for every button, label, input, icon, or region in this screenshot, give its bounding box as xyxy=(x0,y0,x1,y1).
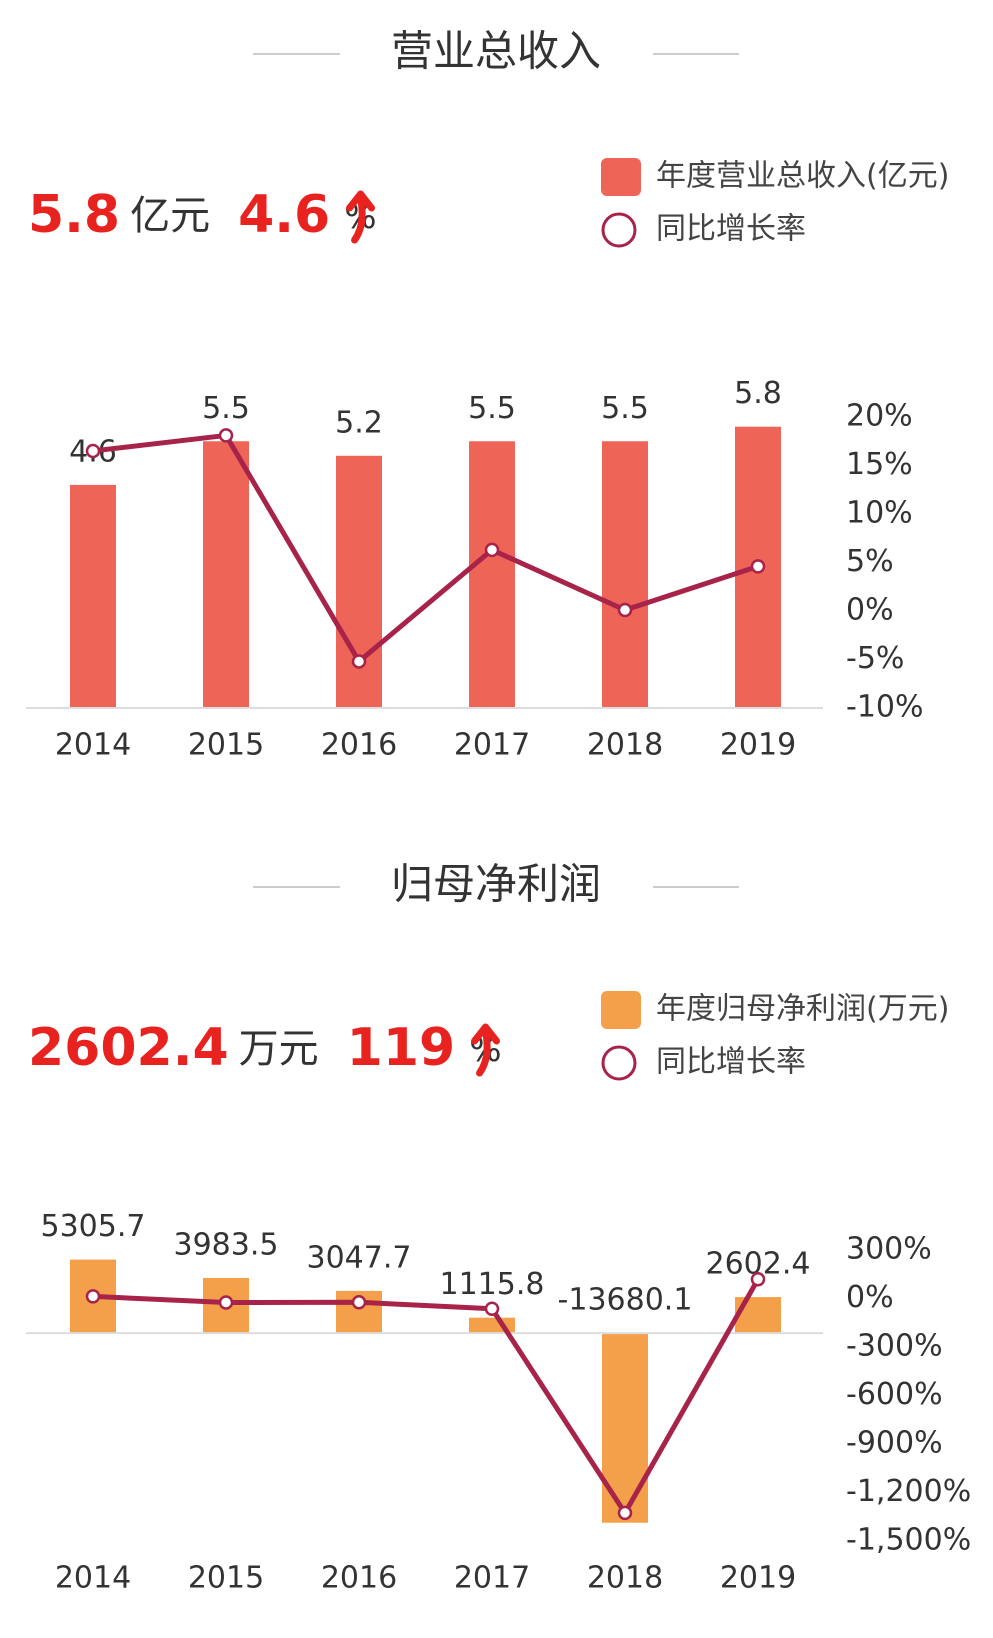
data-label: 3047.7 xyxy=(307,1240,412,1275)
x-tick-label: 2017 xyxy=(454,1561,530,1596)
data-label: 5305.7 xyxy=(41,1209,146,1244)
growth-point xyxy=(750,559,766,574)
bar xyxy=(70,484,116,708)
growth-line xyxy=(92,1278,761,1516)
bar xyxy=(203,441,249,708)
growth-point xyxy=(218,1295,234,1310)
x-tick-label: 2015 xyxy=(188,1561,264,1596)
legend-label: 同比增长率 xyxy=(656,212,806,247)
up-arrow xyxy=(346,190,376,244)
y2-tick-label: -1,200% xyxy=(846,1474,971,1509)
data-label: 3983.5 xyxy=(174,1227,279,1262)
y2-tick-label: 20% xyxy=(846,399,913,434)
data-label: 5.8 xyxy=(734,376,782,411)
section-title: 归母净利润 xyxy=(391,860,601,909)
y2-tick-label: 10% xyxy=(846,496,913,531)
headline-value: 5.8 xyxy=(28,185,120,245)
data-label: 5.2 xyxy=(335,405,383,440)
x-tick-label: 2017 xyxy=(454,728,530,763)
headline-growth: 119 xyxy=(347,1018,456,1078)
headline: 5.8 亿元 4.6% xyxy=(28,185,377,245)
x-tick-label: 2015 xyxy=(188,728,264,763)
bar xyxy=(602,1333,648,1523)
growth-point xyxy=(484,1301,500,1316)
bar xyxy=(602,441,648,708)
x-tick-label: 2018 xyxy=(587,728,663,763)
growth-point xyxy=(750,1272,766,1287)
growth-point xyxy=(85,443,101,459)
x-tick-label: 2019 xyxy=(720,728,796,763)
legend-marker xyxy=(601,1045,637,1081)
growth-point xyxy=(617,602,633,618)
growth-point xyxy=(351,654,367,669)
y2-tick-label: -300% xyxy=(846,1329,943,1364)
data-label: 5.5 xyxy=(468,391,516,426)
growth-point xyxy=(218,428,234,443)
data-label: 1115.8 xyxy=(440,1267,545,1302)
x-tick-label: 2019 xyxy=(720,1561,796,1596)
bar xyxy=(469,441,515,708)
legend-label: 年度营业总收入(亿元) xyxy=(656,159,949,194)
headline-unit: 万元 xyxy=(239,1026,319,1072)
legend-swatch xyxy=(601,158,641,196)
legend-label: 年度归母净利润(万元) xyxy=(656,992,949,1027)
x-tick-label: 2014 xyxy=(55,728,131,763)
headline-unit: 亿元 xyxy=(130,193,210,239)
y2-tick-label: 0% xyxy=(846,1280,894,1315)
growth-line xyxy=(92,432,759,664)
growth-point xyxy=(85,1289,101,1304)
growth-point xyxy=(617,1505,633,1521)
y2-tick-label: 5% xyxy=(846,544,894,579)
data-label: 5.5 xyxy=(202,391,250,426)
legend-label: 同比增长率 xyxy=(656,1045,806,1080)
data-label: 5.5 xyxy=(601,391,649,426)
x-tick-label: 2016 xyxy=(321,728,397,763)
x-tick-label: 2018 xyxy=(587,1561,663,1596)
y2-tick-label: -5% xyxy=(846,641,904,676)
y2-tick-label: 15% xyxy=(846,447,913,482)
y2-tick-label: -10% xyxy=(846,690,924,725)
data-label: -13680.1 xyxy=(558,1283,693,1318)
section-title: 营业总收入 xyxy=(391,27,601,76)
y2-tick-label: -900% xyxy=(846,1426,943,1461)
legend-marker xyxy=(601,212,637,248)
up-arrow xyxy=(471,1023,501,1077)
bar xyxy=(336,455,382,708)
x-tick-label: 2014 xyxy=(55,1561,131,1596)
headline-value: 2602.4 xyxy=(28,1018,229,1078)
y2-tick-label: -600% xyxy=(846,1377,943,1412)
headline-growth: 4.6 xyxy=(238,185,330,245)
growth-point xyxy=(351,1295,367,1310)
legend-swatch xyxy=(601,991,641,1029)
y2-tick-label: -1,500% xyxy=(846,1523,971,1558)
y2-tick-label: 0% xyxy=(846,593,894,628)
x-tick-label: 2016 xyxy=(321,1561,397,1596)
headline: 2602.4 万元 119% xyxy=(28,1018,502,1078)
y2-tick-label: 300% xyxy=(846,1232,932,1267)
growth-point xyxy=(484,542,500,558)
